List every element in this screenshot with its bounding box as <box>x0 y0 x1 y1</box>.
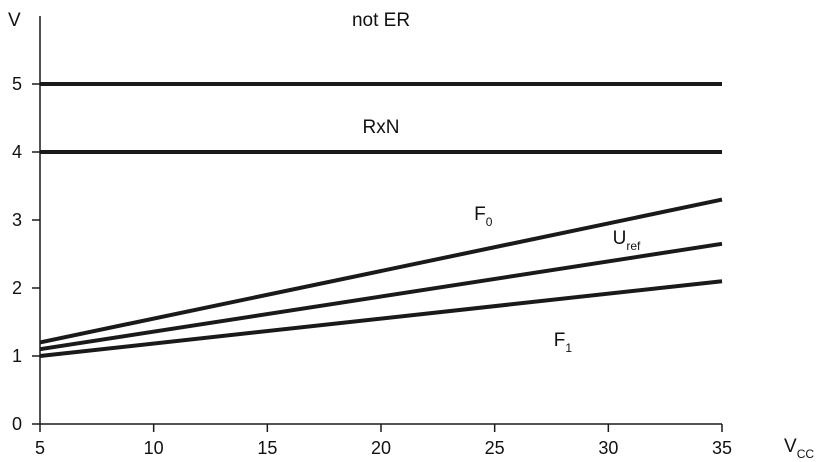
x-tick-label: 20 <box>371 438 391 458</box>
annotation-sub: 0 <box>486 215 493 229</box>
y-tick-label: 1 <box>12 346 22 366</box>
x-axis-label-sub: CC <box>797 447 815 461</box>
x-tick-label: 5 <box>35 438 45 458</box>
annotation-label: Uref <box>613 228 641 253</box>
series-lines <box>39 82 723 358</box>
x-axis-label: VCC <box>784 436 814 461</box>
series-line-3 <box>39 197 723 345</box>
annotation-main: F <box>554 330 566 351</box>
series-line-5 <box>39 279 723 358</box>
annotation-main: F <box>474 204 486 225</box>
annotation-label: RxN <box>363 117 400 138</box>
annotation-sub: 1 <box>565 341 572 355</box>
annotation-main: U <box>613 228 627 249</box>
x-tick-label: 25 <box>485 438 505 458</box>
annotation-label: not ER <box>352 10 410 31</box>
x-tick-label: 30 <box>598 438 618 458</box>
y-tick-label: 3 <box>12 210 22 230</box>
series-line-4 <box>39 241 723 352</box>
x-tick-label: 15 <box>257 438 277 458</box>
annotation-label: F1 <box>554 330 573 355</box>
x-axis-label-main: V <box>784 436 797 457</box>
annotation-main: RxN <box>363 117 400 138</box>
y-tick-label: 4 <box>12 142 22 162</box>
annotation-label: F0 <box>474 204 493 229</box>
y-tick-label: 0 <box>12 414 22 434</box>
y-axis-label: V <box>8 10 21 31</box>
y-tick-label: 2 <box>12 278 22 298</box>
annotation-main: not ER <box>352 10 410 31</box>
y-tick-label: 5 <box>12 74 22 94</box>
x-tick-label: 35 <box>712 438 732 458</box>
annotation-sub: ref <box>626 239 641 253</box>
x-tick-label: 10 <box>144 438 164 458</box>
